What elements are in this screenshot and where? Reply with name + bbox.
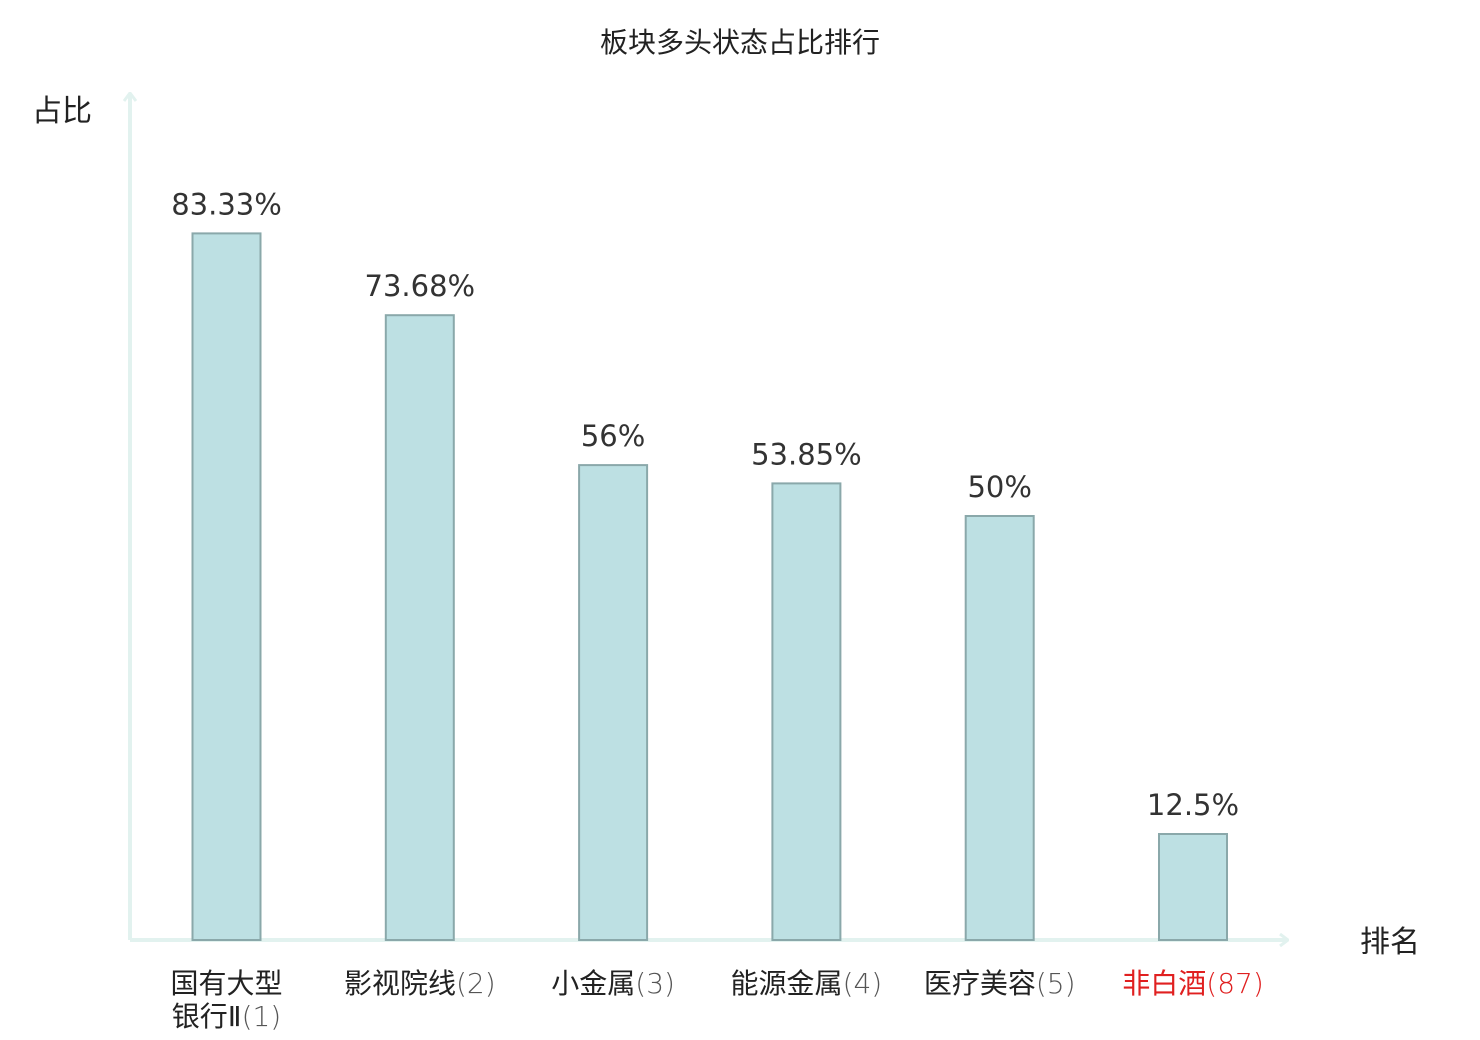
bar-3 bbox=[578, 464, 649, 941]
bar-5 bbox=[964, 515, 1035, 941]
category-label-3: 小金属(3) bbox=[551, 967, 675, 1000]
category-rank: (3) bbox=[635, 967, 675, 1000]
category-name: 非白酒 bbox=[1122, 967, 1206, 1000]
category-label-5: 医疗美容(5) bbox=[924, 967, 1076, 1000]
category-rank: (1) bbox=[242, 1000, 282, 1033]
category-rank: (87) bbox=[1206, 967, 1263, 1000]
bars-group bbox=[191, 232, 1228, 941]
category-label-2: 影视院线(2) bbox=[344, 967, 496, 1000]
value-label-1: 83.33% bbox=[171, 187, 282, 221]
category-name-line1: 国有大型 bbox=[170, 967, 282, 1000]
bar-2 bbox=[384, 314, 455, 941]
category-name: 能源金属 bbox=[731, 967, 843, 1000]
category-name-line2: 银行Ⅱ bbox=[172, 1000, 242, 1033]
bar-4 bbox=[771, 482, 842, 941]
category-name: 影视院线 bbox=[344, 967, 456, 1000]
category-label-6: 非白酒(87) bbox=[1122, 967, 1264, 1000]
category-label-4: 能源金属(4) bbox=[731, 967, 883, 1000]
category-labels-group: 国有大型银行Ⅱ(1) 影视院线(2) 小金属(3) 能源金属(4) 医疗美容(5) 非白酒… bbox=[170, 967, 1263, 1033]
bar-6 bbox=[1158, 833, 1228, 941]
chart-title: 板块多头状态占比排行 bbox=[600, 26, 880, 59]
category-label-1: 国有大型银行Ⅱ(1) bbox=[170, 967, 282, 1033]
category-name: 医疗美容 bbox=[924, 967, 1036, 1000]
value-labels-group: 83.33% 73.68% 56% 53.85% 50% 12.5% bbox=[171, 187, 1239, 822]
category-rank: (4) bbox=[843, 967, 883, 1000]
value-label-4: 53.85% bbox=[751, 437, 862, 471]
value-label-5: 50% bbox=[967, 470, 1031, 504]
value-label-2: 73.68% bbox=[365, 269, 476, 303]
category-name: 小金属 bbox=[551, 967, 635, 1000]
bar-1 bbox=[191, 232, 262, 941]
y-axis-label: 占比 bbox=[32, 94, 92, 129]
category-rank: (2) bbox=[456, 967, 496, 1000]
x-axis-label: 排名 bbox=[1360, 925, 1420, 960]
category-rank: (5) bbox=[1036, 967, 1076, 1000]
value-label-3: 56% bbox=[581, 419, 645, 453]
value-label-6: 12.5% bbox=[1147, 788, 1239, 822]
